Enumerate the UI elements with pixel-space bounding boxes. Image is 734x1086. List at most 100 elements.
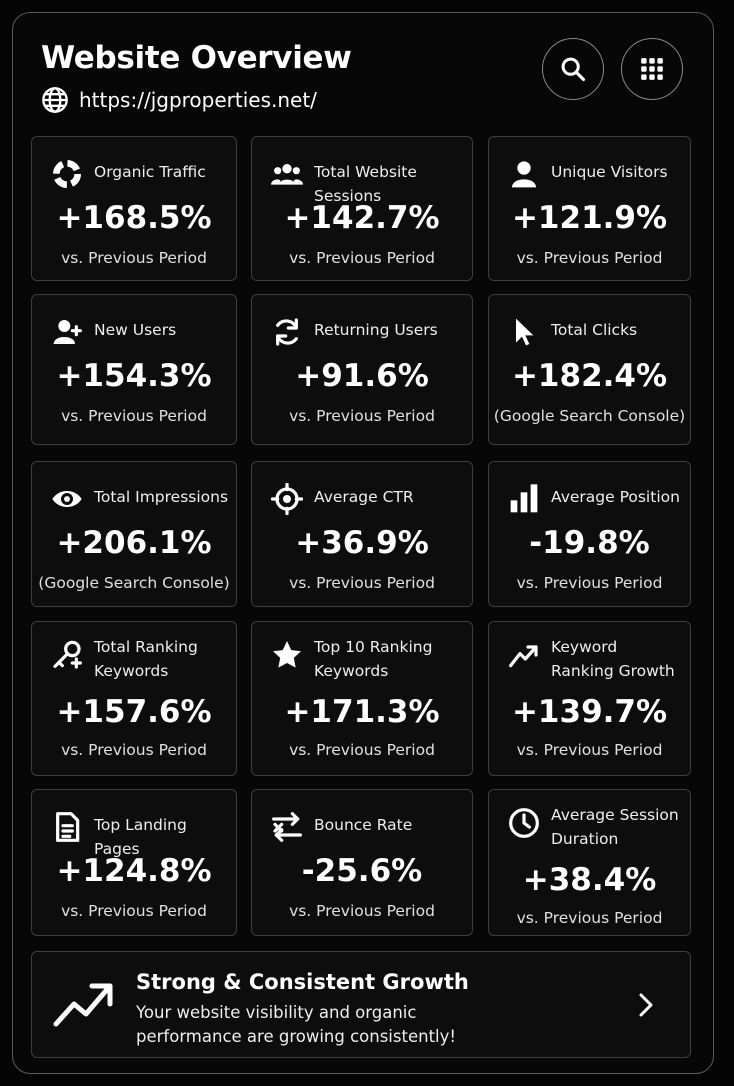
metric-card: Top Landing Pages +124.8% vs. Previous Per… xyxy=(31,789,237,936)
metric-note: vs. Previous Period xyxy=(516,249,663,267)
apps-button[interactable] xyxy=(621,38,683,100)
metric-value: +157.6% xyxy=(56,694,212,730)
metric-note: vs. Previous Period xyxy=(289,902,435,920)
metric-value: +168.5% xyxy=(56,200,212,236)
metric-icon xyxy=(268,636,306,674)
metric-label: Returning Users xyxy=(314,321,438,339)
metric-icon xyxy=(48,313,86,351)
metric-card: Total Clicks +182.4% (Google Search Consol… xyxy=(488,294,691,445)
metric-card: Total Impressions +206.1% (Google Search C… xyxy=(31,461,237,607)
metric-card: Total Ranking Keywords +157.6% vs. Previou… xyxy=(31,621,237,776)
search-button[interactable] xyxy=(542,38,604,100)
metric-card: Keyword Ranking Growth +139.7% vs. Previou… xyxy=(488,621,691,776)
icon-graphic xyxy=(273,641,301,668)
icon-graphic xyxy=(276,318,298,346)
icon-graphic xyxy=(271,164,303,185)
icon-graphic xyxy=(53,320,82,344)
metric-value: +91.6% xyxy=(295,358,429,394)
metric-icon xyxy=(48,808,86,846)
metric-note: vs. Previous Period xyxy=(516,909,663,927)
icon-graphic xyxy=(509,645,538,668)
metric-icon xyxy=(268,155,306,193)
icon-graphic xyxy=(56,812,80,842)
metric-icon xyxy=(505,804,543,842)
metric-icon xyxy=(268,313,306,351)
metric-label: Bounce Rate xyxy=(314,816,413,834)
metric-icon xyxy=(48,480,86,518)
metric-icon xyxy=(268,480,306,518)
banner-title: Strong & Consistent Growth xyxy=(136,970,469,994)
growth-banner[interactable]: Strong & Consistent Growth Your website … xyxy=(31,951,691,1058)
icon-graphic xyxy=(272,812,302,842)
metric-card: Organic Traffic +168.5% vs. Previous Perio… xyxy=(31,136,237,281)
page-title: Website Overview xyxy=(41,40,352,76)
metric-icon xyxy=(268,808,306,846)
metric-card: Total Website Sessions +142.7% vs. Previou… xyxy=(251,136,473,281)
metric-value: +142.7% xyxy=(284,200,440,236)
metric-card: Bounce Rate -25.6% vs. Previous Period xyxy=(251,789,473,936)
metric-note: vs. Previous Period xyxy=(289,574,435,592)
metric-label: Total Ranking Keywords xyxy=(94,638,198,680)
metric-icon xyxy=(48,636,86,674)
metric-card: New Users +154.3% vs. Previous Period xyxy=(31,294,237,445)
grid-icon xyxy=(641,58,663,80)
metric-label: New Users xyxy=(94,321,177,339)
icon-graphic xyxy=(53,640,82,669)
metric-card: Average Position -19.8% vs. Previous Perio… xyxy=(488,461,691,607)
metric-value: +139.7% xyxy=(511,694,668,730)
metric-note: vs. Previous Period xyxy=(289,407,435,425)
metric-note: vs. Previous Period xyxy=(516,741,663,759)
metric-note: vs. Previous Period xyxy=(516,574,663,592)
globe-icon xyxy=(42,87,68,113)
icon-graphic xyxy=(53,160,81,188)
metric-label: Average CTR xyxy=(314,488,414,506)
metric-value: +121.9% xyxy=(511,200,668,236)
metric-value: +206.1% xyxy=(56,525,212,561)
metric-label: Top Landing Pages xyxy=(94,816,187,858)
metric-note: vs. Previous Period xyxy=(289,741,435,759)
icon-graphic xyxy=(509,808,539,838)
banner-text: Your website visibility and organic perf… xyxy=(136,1003,457,1046)
metric-label: Total Website Sessions xyxy=(314,163,417,205)
metric-note: vs. Previous Period xyxy=(61,407,207,425)
icon-graphic xyxy=(271,483,303,515)
metric-icon xyxy=(505,155,543,193)
search-icon xyxy=(561,57,586,82)
metric-value: +38.4% xyxy=(522,862,657,898)
metric-value: -19.8% xyxy=(529,525,650,561)
metric-value: +124.8% xyxy=(56,853,212,889)
metric-label: Average Position xyxy=(551,488,680,506)
metric-label: Total Clicks xyxy=(551,321,638,339)
metric-label: Total Impressions xyxy=(94,488,229,506)
metric-icon xyxy=(48,155,86,193)
metric-label: Keyword Ranking Growth xyxy=(551,638,675,680)
metric-value: +154.3% xyxy=(56,358,212,394)
metric-value: +182.4% xyxy=(511,358,668,394)
chevron-icon xyxy=(639,993,653,1017)
icon-graphic xyxy=(512,161,536,188)
site-url: https://jgproperties.net/ xyxy=(79,88,317,112)
metric-card: Average CTR +36.9% vs. Previous Period xyxy=(251,461,473,607)
metric-note: (Google Search Console) xyxy=(493,407,686,425)
metric-value: +36.9% xyxy=(295,525,429,561)
icon-graphic xyxy=(52,491,82,507)
metric-card: Average Session Duration +38.4% vs. Previo… xyxy=(488,789,691,936)
metric-icon xyxy=(505,313,543,351)
metric-note: (Google Search Console) xyxy=(38,574,230,592)
metric-value: -25.6% xyxy=(301,853,423,889)
icon-graphic xyxy=(510,484,538,513)
metric-value: +171.3% xyxy=(284,694,440,730)
metric-note: vs. Previous Period xyxy=(289,249,435,267)
metric-card: Top 10 Ranking Keywords +171.3% vs. Previo… xyxy=(251,621,473,776)
metric-card: Unique Visitors +121.9% vs. Previous Perio… xyxy=(488,136,691,281)
metric-label: Organic Traffic xyxy=(94,163,206,181)
trend-icon xyxy=(53,983,113,1027)
metric-label: Unique Visitors xyxy=(551,163,668,181)
icon-graphic xyxy=(516,318,534,346)
metric-label: Average Session Duration xyxy=(551,806,679,848)
metric-icon xyxy=(505,636,543,674)
metric-card: Returning Users +91.6% vs. Previous Period xyxy=(251,294,473,445)
metric-note: vs. Previous Period xyxy=(61,249,207,267)
metric-label: Top 10 Ranking Keywords xyxy=(314,638,433,680)
